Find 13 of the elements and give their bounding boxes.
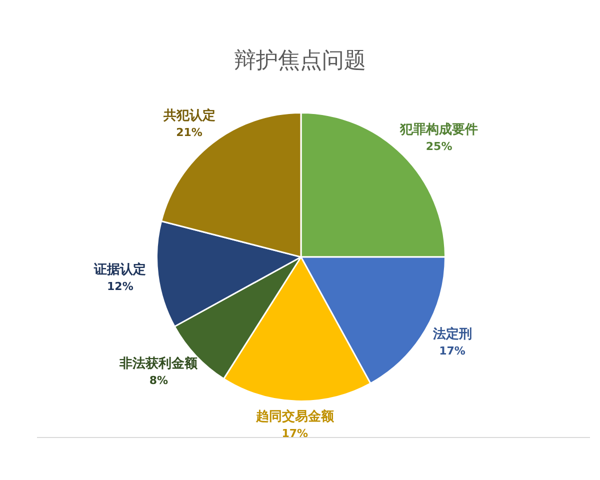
data-label: 17% xyxy=(439,344,466,358)
data-label: 12% xyxy=(107,280,134,293)
slice-label: 共犯认定 xyxy=(162,107,216,124)
chart-title: 辩护焦点问题 xyxy=(234,48,366,74)
data-label: 21% xyxy=(176,126,202,139)
data-label: 8% xyxy=(149,374,168,388)
data-label: 17% xyxy=(282,427,308,440)
slice-label: 犯罪构成要件 xyxy=(399,122,478,138)
data-label: 25% xyxy=(426,140,452,153)
slice-label: 非法获利金额 xyxy=(118,356,199,372)
slice-label: 法定刑 xyxy=(432,326,472,342)
slice-label: 趋同交易金额 xyxy=(254,408,335,425)
slice-label: 证据认定 xyxy=(93,261,146,278)
